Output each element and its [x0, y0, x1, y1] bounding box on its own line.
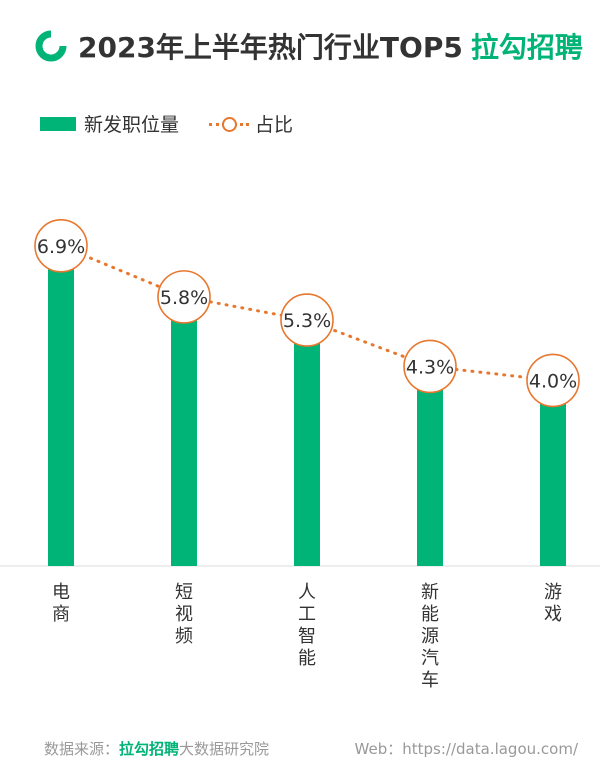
data-source: 数据来源：拉勾招聘大数据研究院	[44, 738, 269, 759]
bar-line-chart: 6.9% 5.8% 5.3% 4.3% 4.0% 电商 短视频 人工智能 新能源汽车 游戏	[0, 219, 600, 691]
bar-2	[294, 320, 320, 566]
share-marker-0	[34, 219, 88, 273]
share-label-4: 4.0%	[529, 370, 577, 392]
bar-1	[171, 296, 197, 566]
share-label-0: 6.9%	[37, 236, 85, 258]
lagou-logo-icon	[35, 30, 67, 62]
category-label-1: 短视频	[175, 582, 193, 647]
legend-bar-label: 新发职位量	[84, 114, 180, 136]
bar-4	[540, 380, 566, 566]
share-label-1: 5.8%	[160, 287, 208, 309]
chart-legend: 新发职位量 占比	[40, 110, 293, 137]
share-label-2: 5.3%	[283, 310, 331, 332]
legend-line-label: 占比	[255, 114, 294, 136]
category-label-0: 电商	[52, 582, 70, 625]
category-label-3: 新能源汽车	[421, 582, 439, 691]
category-label-4: 游戏	[544, 582, 562, 625]
category-label-2: 人工智能	[298, 582, 316, 669]
share-marker-2	[280, 293, 334, 347]
share-marker-4	[526, 353, 580, 408]
chart-title: 2023年上半年热门行业TOP5	[78, 31, 463, 64]
source-prefix: 数据来源：	[44, 740, 120, 758]
chart-header: 2023年上半年热门行业TOP5 拉勾招聘	[34, 24, 583, 68]
bar-3	[417, 366, 443, 566]
share-marker-3	[403, 339, 457, 394]
web-url: Web：https://data.lagou.com/	[354, 740, 578, 758]
bar-0	[48, 245, 74, 566]
legend-bar-swatch	[40, 116, 76, 131]
share-marker-1	[157, 270, 211, 324]
source-brand: 拉勾招聘	[119, 740, 180, 758]
source-suffix: 大数据研究院	[179, 740, 270, 758]
share-label-3: 4.3%	[406, 356, 454, 378]
legend-line-swatch	[209, 114, 250, 134]
brand-name: 拉勾招聘	[470, 31, 583, 64]
